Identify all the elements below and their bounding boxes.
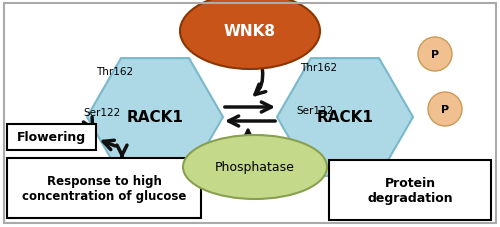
Text: Thr162: Thr162	[300, 63, 337, 73]
Text: P: P	[431, 50, 439, 60]
FancyBboxPatch shape	[7, 124, 96, 150]
Polygon shape	[87, 59, 223, 176]
Polygon shape	[277, 59, 413, 176]
Ellipse shape	[183, 135, 327, 199]
Circle shape	[428, 93, 462, 126]
Ellipse shape	[180, 0, 320, 70]
Text: RACK1: RACK1	[316, 110, 374, 125]
Circle shape	[418, 38, 452, 72]
Text: Ser122: Ser122	[83, 108, 120, 118]
Text: P: P	[441, 105, 449, 114]
Text: Phosphatase: Phosphatase	[215, 161, 295, 174]
Text: Ser122: Ser122	[296, 106, 333, 116]
Text: WNK8: WNK8	[224, 24, 276, 39]
Text: Protein
degradation: Protein degradation	[367, 176, 453, 204]
Text: Flowering: Flowering	[17, 131, 86, 144]
FancyBboxPatch shape	[7, 158, 201, 218]
Text: Thr162: Thr162	[96, 67, 133, 77]
Text: RACK1: RACK1	[126, 110, 184, 125]
FancyBboxPatch shape	[329, 160, 491, 220]
Text: Response to high
concentration of glucose: Response to high concentration of glucos…	[22, 174, 186, 202]
